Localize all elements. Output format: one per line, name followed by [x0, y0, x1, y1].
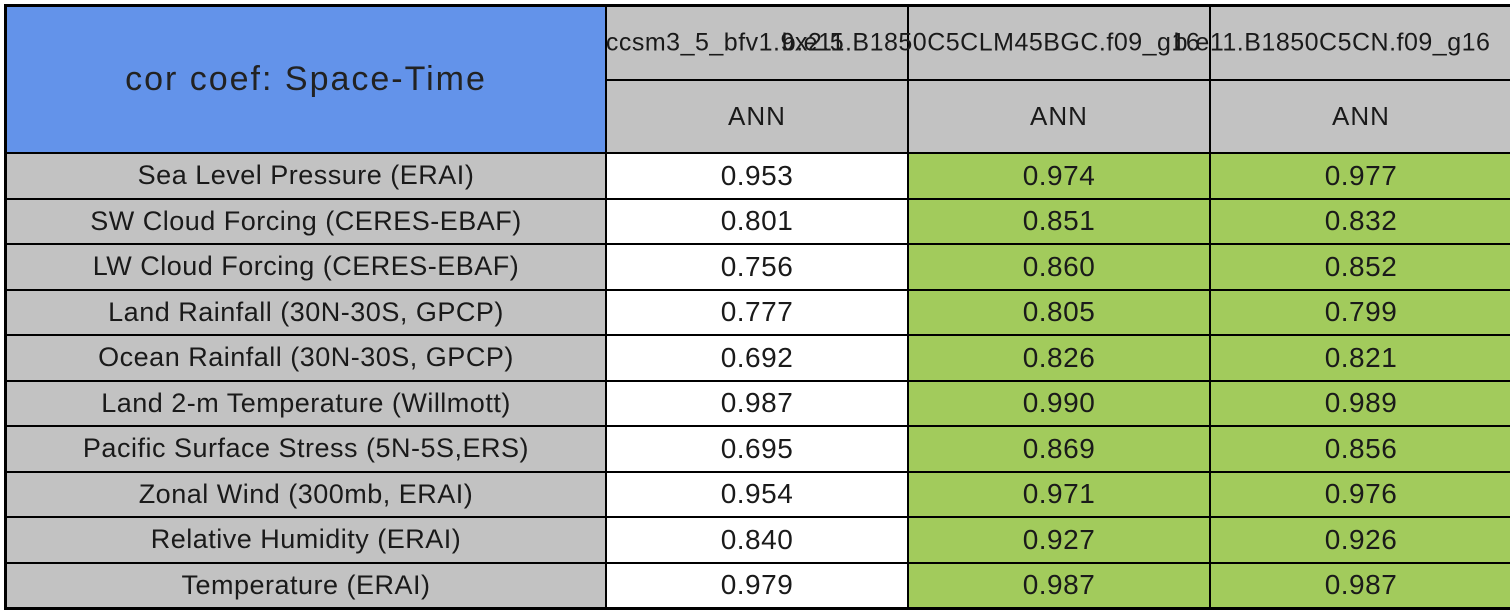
value-cell: 0.805	[909, 290, 1209, 334]
row-label: Land Rainfall (30N-30S, GPCP)	[7, 290, 605, 334]
row-label: Sea Level Pressure (ERAI)	[7, 154, 605, 198]
value-cell: 0.971	[909, 472, 1209, 516]
value-cell: 0.777	[607, 290, 907, 334]
value-cell: 0.987	[909, 563, 1209, 607]
value-cell: 0.869	[909, 427, 1209, 471]
value-cell: 0.989	[1211, 381, 1510, 425]
value-cell: 0.695	[607, 427, 907, 471]
value-cell: 0.987	[1211, 563, 1510, 607]
value-cell: 0.974	[909, 154, 1209, 198]
table-title-cell: cor coef: Space-Time	[7, 7, 605, 152]
season-header-col1: ANN	[607, 81, 907, 152]
metrics-table: cor coef: Space-Time ccsm3_5_bfv1.9x2.5 …	[4, 4, 1510, 610]
value-cell: 0.954	[607, 472, 907, 516]
row-label: Pacific Surface Stress (5N-5S,ERS)	[7, 427, 605, 471]
value-cell: 0.801	[607, 199, 907, 243]
value-cell: 0.979	[607, 563, 907, 607]
season-header-col2: ANN	[909, 81, 1209, 152]
row-label: Temperature (ERAI)	[7, 563, 605, 607]
value-cell: 0.826	[909, 336, 1209, 380]
value-cell: 0.860	[909, 245, 1209, 289]
value-cell: 0.856	[1211, 427, 1510, 471]
value-cell: 0.692	[607, 336, 907, 380]
season-header-col3: ANN	[1211, 81, 1510, 152]
model-header-col2: b.e11.B1850C5CLM45BGC.f09_g16	[782, 7, 1209, 79]
table-title: cor coef: Space-Time	[125, 60, 487, 98]
row-label: Ocean Rainfall (30N-30S, GPCP)	[7, 336, 605, 380]
value-cell: 0.987	[607, 381, 907, 425]
value-cell: 0.821	[1211, 336, 1510, 380]
row-label: SW Cloud Forcing (CERES-EBAF)	[7, 199, 605, 243]
model-name-col1: ccsm3_5_bfv1.9x2.5	[605, 28, 845, 57]
value-cell: 0.851	[909, 199, 1209, 243]
value-cell: 0.977	[1211, 154, 1510, 198]
row-label: Zonal Wind (300mb, ERAI)	[7, 472, 605, 516]
value-cell: 0.927	[909, 518, 1209, 562]
table-grid: cor coef: Space-Time ccsm3_5_bfv1.9x2.5 …	[7, 7, 1510, 607]
season-label: ANN	[728, 101, 786, 131]
season-label: ANN	[1332, 101, 1390, 131]
value-cell: 0.832	[1211, 199, 1510, 243]
row-label: Land 2-m Temperature (Willmott)	[7, 381, 605, 425]
row-label: Relative Humidity (ERAI)	[7, 518, 605, 562]
value-cell: 0.852	[1211, 245, 1510, 289]
value-cell: 0.953	[607, 154, 907, 198]
value-cell: 0.756	[607, 245, 907, 289]
value-cell: 0.926	[1211, 518, 1510, 562]
model-header-col1: ccsm3_5_bfv1.9x2.5	[605, 7, 907, 79]
value-cell: 0.990	[909, 381, 1209, 425]
model-name-col3: b.e11.B1850C5CN.f09_g16	[1173, 28, 1491, 57]
model-header-col3: b.e11.B1850C5CN.f09_g16	[1174, 7, 1510, 79]
value-cell: 0.976	[1211, 472, 1510, 516]
value-cell: 0.799	[1211, 290, 1510, 334]
row-label: LW Cloud Forcing (CERES-EBAF)	[7, 245, 605, 289]
value-cell: 0.840	[607, 518, 907, 562]
season-label: ANN	[1030, 101, 1088, 131]
